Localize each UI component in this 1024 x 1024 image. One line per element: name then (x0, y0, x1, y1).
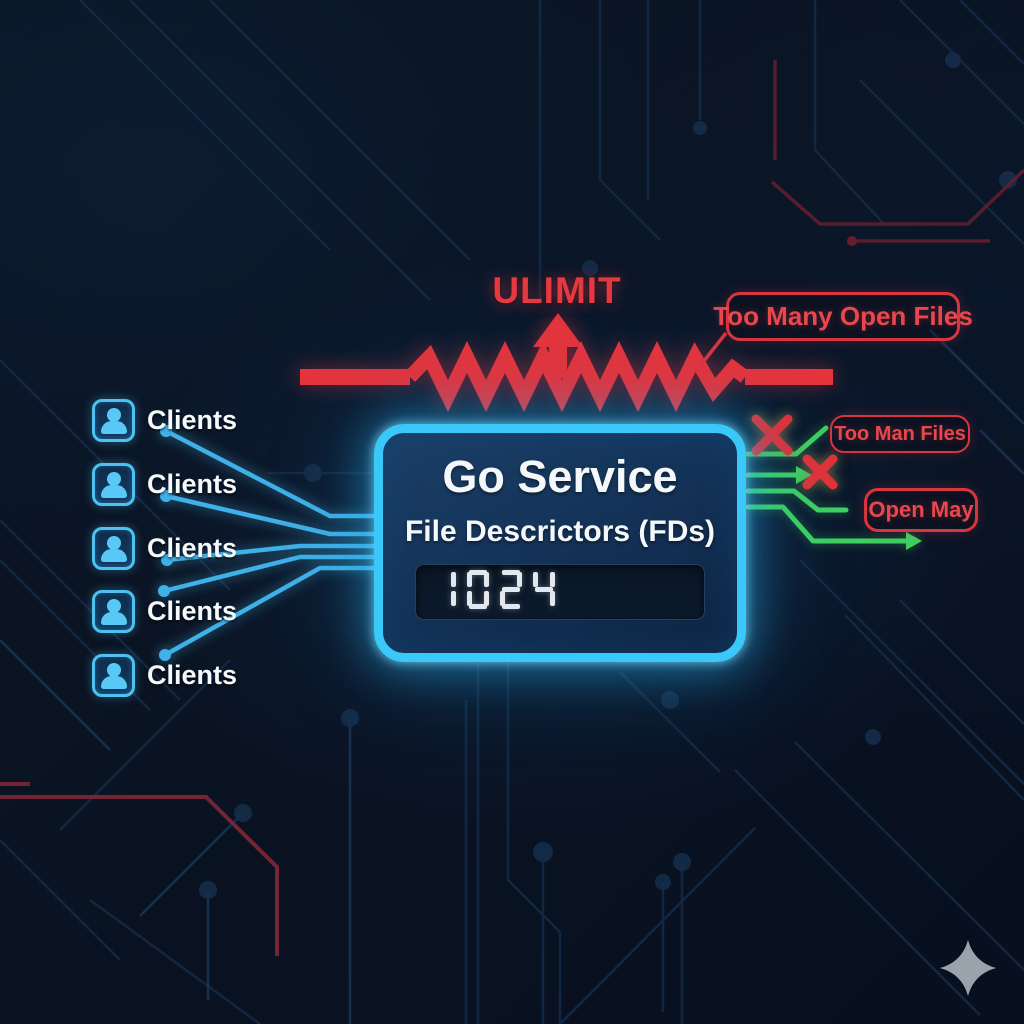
client-label: Clients (147, 595, 238, 626)
service-subtitle: File Descrictors (FDs) (404, 515, 716, 548)
user-icon (92, 589, 135, 633)
fd-counter-display (415, 564, 705, 620)
arrow-up-icon (533, 313, 583, 378)
too-many-open-files-badge: Too Many Open Files (713, 292, 973, 341)
client-item: Clients (92, 398, 237, 442)
fd-display-digits (434, 569, 566, 615)
open-may-badge: Open May (864, 488, 978, 532)
x-icon (751, 414, 793, 456)
arrow-right-icon (796, 466, 812, 484)
client-label: Clients (147, 659, 238, 690)
client-item: Clients (92, 589, 237, 633)
x-icon (802, 454, 838, 490)
client-item: Clients (92, 653, 237, 697)
user-icon (92, 526, 135, 570)
client-item: Clients (92, 462, 237, 506)
sparkle-icon (940, 940, 996, 996)
callout-pointer-line (698, 331, 728, 368)
user-icon (92, 462, 135, 506)
service-title: Go Service (442, 451, 678, 502)
rejected-files-badge: Too Man Files (830, 415, 970, 453)
go-service-box: Go Service File Descrictors (FDs) (374, 424, 746, 662)
ulimit-label: ULIMIT (492, 270, 622, 311)
client-label: Clients (147, 404, 238, 435)
user-icon (92, 653, 135, 697)
user-icon (92, 398, 135, 442)
client-item: Clients (92, 526, 237, 570)
arrow-right-icon (906, 532, 922, 550)
client-label: Clients (147, 532, 238, 563)
client-label: Clients (147, 468, 238, 499)
